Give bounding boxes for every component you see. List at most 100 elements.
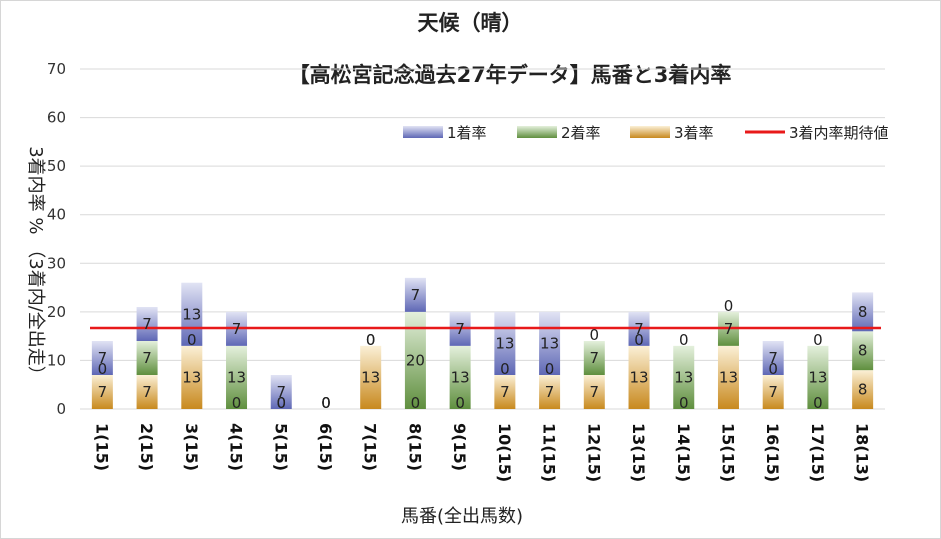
bar-segment xyxy=(404,311,426,409)
data-label: 0 xyxy=(634,331,644,349)
bar-segment xyxy=(673,345,695,409)
x-tick-label: 6(15) xyxy=(316,423,335,471)
x-tick-label: 5(15) xyxy=(271,423,290,471)
x-tick-label: 14(15) xyxy=(674,423,693,482)
data-label: 0 xyxy=(500,360,510,378)
data-label: 7 xyxy=(768,349,778,367)
data-label: 13 xyxy=(227,368,246,386)
y-tick-label: 30 xyxy=(47,254,66,272)
bar-segment xyxy=(852,331,874,371)
bar-segment xyxy=(91,375,113,409)
data-label: 0 xyxy=(679,331,689,349)
data-label: 13 xyxy=(495,334,514,352)
svg-text:3着内率 % （3着内/全出走）: 3着内率 % （3着内/全出走） xyxy=(25,146,46,384)
data-label: 13 xyxy=(182,305,201,323)
bar-segment xyxy=(449,345,471,409)
x-axis-label: 馬番(全出馬数) xyxy=(401,506,523,527)
data-labels: 7077771301301370070001300020701377013701… xyxy=(98,286,868,412)
data-label: 7 xyxy=(768,383,778,401)
y-tick-label: 60 xyxy=(47,109,66,127)
data-label: 8 xyxy=(858,303,868,321)
data-label: 0 xyxy=(276,394,286,412)
bar-segment xyxy=(136,341,158,375)
bar-segment xyxy=(136,375,158,409)
data-label: 0 xyxy=(590,326,600,344)
bar-segment xyxy=(181,345,203,409)
data-label: 13 xyxy=(674,368,693,386)
data-label: 20 xyxy=(406,351,425,369)
bar-segment xyxy=(136,307,158,341)
data-label: 0 xyxy=(366,331,376,349)
y-axis-label-sub: （3着内/全出走） xyxy=(25,240,46,384)
bar-segment xyxy=(91,341,113,375)
legend-swatch xyxy=(630,126,670,138)
legend: 1着率 2着率 3着率 3着内率期待値 xyxy=(403,124,889,142)
bar-segment xyxy=(583,375,605,409)
legend-label: 2着率 xyxy=(561,124,601,142)
bar-segment xyxy=(762,341,784,375)
data-label: 13 xyxy=(540,334,559,352)
bar-segment xyxy=(583,341,605,375)
data-label: 0 xyxy=(232,394,242,412)
data-label: 8 xyxy=(858,381,868,399)
data-label: 0 xyxy=(321,394,331,412)
data-label: 0 xyxy=(366,331,376,349)
data-label: 7 xyxy=(455,320,465,338)
chart-subtitle: 【高松宮記念過去27年データ】馬番と3着内率 xyxy=(289,63,732,87)
x-tick-label: 11(15) xyxy=(540,423,559,482)
y-axis-label: 3着内率 % （3着内/全出走） xyxy=(25,146,46,384)
x-tick-label: 16(15) xyxy=(763,423,782,482)
y-axis-ticks: 0 10 20 30 40 50 60 70 xyxy=(47,60,66,418)
chart-title: 天候（晴） xyxy=(418,11,523,35)
data-label: 13 xyxy=(808,368,827,386)
data-label: 7 xyxy=(411,286,421,304)
x-tick-label: 17(15) xyxy=(808,423,827,482)
data-label: 0 xyxy=(768,360,778,378)
data-label: 7 xyxy=(98,383,108,401)
data-label: 0 xyxy=(321,394,331,412)
data-label: 0 xyxy=(321,394,331,412)
bar-segment xyxy=(226,345,248,409)
y-tick-label: 40 xyxy=(47,206,66,224)
data-label: 0 xyxy=(411,394,421,412)
bar-segment xyxy=(494,375,516,409)
data-label: 8 xyxy=(858,342,868,360)
legend-label: 3着内率期待値 xyxy=(789,124,889,142)
x-tick-label: 18(13) xyxy=(853,423,872,482)
bar-segment xyxy=(360,345,382,409)
data-label: 7 xyxy=(590,383,600,401)
y-tick-label: 50 xyxy=(47,157,66,175)
data-label: 13 xyxy=(719,368,738,386)
x-axis-ticks: 1(15) 2(15) 3(15) 4(15) 5(15) 6(15) 7(15) 8(15)… xyxy=(92,423,871,482)
data-label: 7 xyxy=(590,349,600,367)
bar-segment xyxy=(628,345,650,409)
data-label: 0 xyxy=(679,394,689,412)
x-tick-label: 10(15) xyxy=(495,423,514,482)
data-label: 13 xyxy=(361,368,380,386)
bar-segment xyxy=(762,375,784,409)
data-label: 7 xyxy=(545,383,555,401)
y-tick-label: 70 xyxy=(47,60,66,78)
data-label: 7 xyxy=(500,383,510,401)
x-tick-label: 9(15) xyxy=(450,423,469,471)
legend-label: 3着率 xyxy=(674,124,714,142)
y-tick-label: 20 xyxy=(47,303,66,321)
data-label: 0 xyxy=(724,297,734,315)
x-tick-label: 13(15) xyxy=(629,423,648,482)
bar-segment xyxy=(539,375,561,409)
data-label: 0 xyxy=(276,394,286,412)
data-label: 0 xyxy=(187,331,197,349)
legend-label: 1着率 xyxy=(447,124,487,142)
data-label: 7 xyxy=(724,320,734,338)
data-label: 13 xyxy=(451,368,470,386)
data-label: 7 xyxy=(276,383,286,401)
data-label: 7 xyxy=(232,320,242,338)
data-label: 0 xyxy=(813,394,823,412)
data-label: 13 xyxy=(182,368,201,386)
x-tick-label: 7(15) xyxy=(361,423,380,471)
data-label: 7 xyxy=(142,383,152,401)
data-label: 0 xyxy=(545,360,555,378)
